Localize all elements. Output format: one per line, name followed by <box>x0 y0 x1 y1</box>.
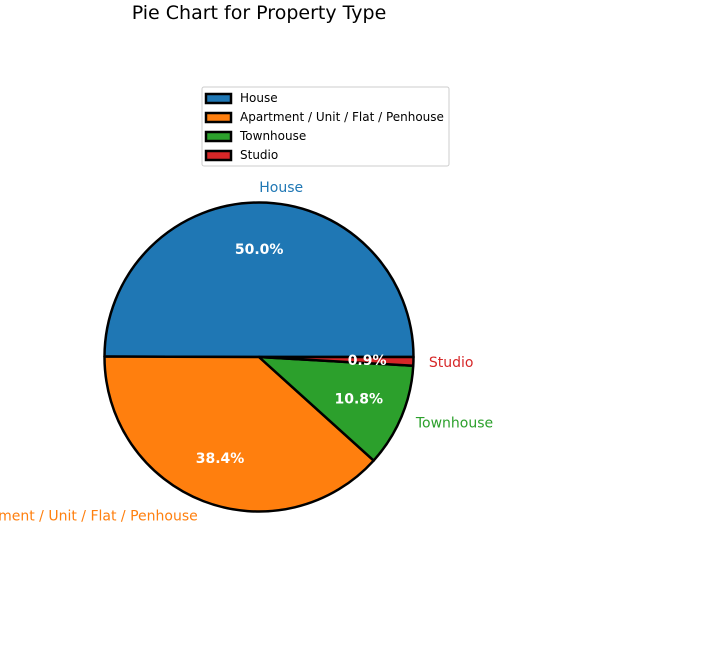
legend-label-townhouse: Townhouse <box>239 129 306 143</box>
slice-labels: House Apartment / Unit / Flat / Penhouse T… <box>0 180 493 524</box>
pie-slice-house <box>103 201 415 359</box>
legend-label-house: House <box>240 91 278 105</box>
slice-label-townhouse: Townhouse <box>415 415 493 431</box>
pie-slice-townhouse <box>257 355 415 462</box>
legend-frame <box>201 86 450 167</box>
percent-label-studio: 0.9% <box>348 353 387 369</box>
percent-label-apartment-unit-flat-penhouse: 38.4% <box>196 451 245 467</box>
slice-label-apartment-unit-flat-penhouse: Apartment / Unit / Flat / Penhouse <box>0 509 198 525</box>
legend-label-apartment-unit-flat-penhouse: Apartment / Unit / Flat / Penhouse <box>240 110 444 124</box>
chart-title: Pie Chart for Property Type <box>132 2 387 24</box>
legend-swatch-studio <box>204 149 233 162</box>
percent-labels: 50.0% 38.4% 10.8% 0.9% <box>196 242 387 467</box>
legend-swatch-townhouse <box>204 130 233 143</box>
percent-label-townhouse: 10.8% <box>335 392 384 408</box>
slice-label-house: House <box>259 180 303 196</box>
legend: House Apartment / Unit / Flat / Penhouse T… <box>201 86 450 167</box>
legend-swatch-house <box>204 92 233 105</box>
pie-slice-apartment-unit-flat-penhouse <box>103 355 375 513</box>
percent-label-house: 50.0% <box>235 242 284 258</box>
slice-label-studio: Studio <box>429 355 474 371</box>
legend-swatch-apartment-unit-flat-penhouse <box>204 111 233 124</box>
pie-slice-studio <box>257 355 415 367</box>
legend-label-studio: Studio <box>240 148 278 162</box>
pie-slices <box>103 201 415 513</box>
